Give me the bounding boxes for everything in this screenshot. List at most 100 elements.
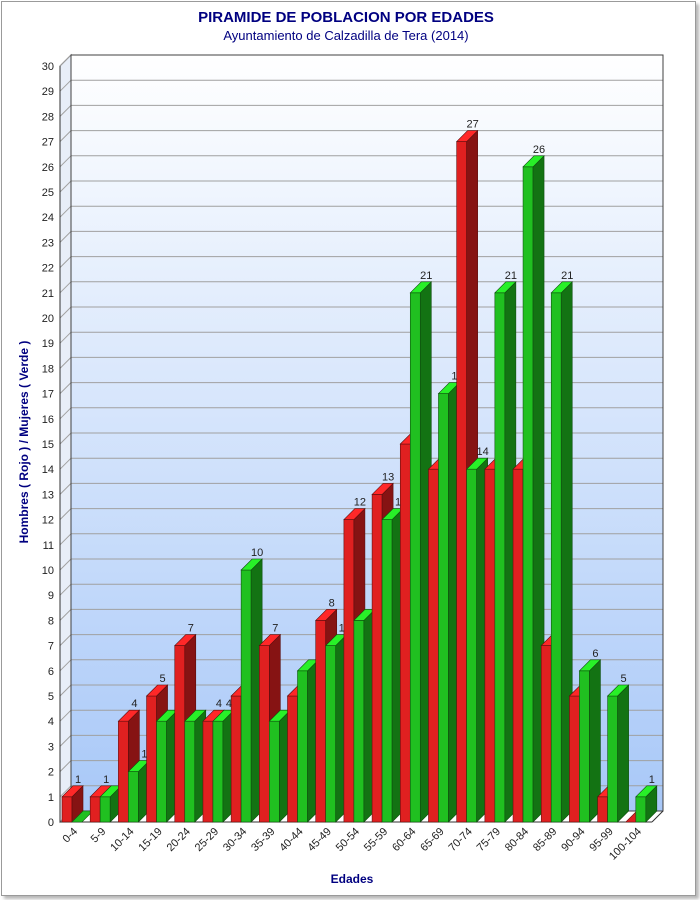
- bar-front: [381, 519, 393, 823]
- bar-front: [202, 720, 214, 823]
- bar-top: [184, 709, 207, 722]
- bar-top: [606, 684, 630, 697]
- bar-front: [484, 468, 496, 823]
- data-label: 1: [395, 497, 401, 509]
- bar-front: [409, 292, 421, 823]
- bar-top: [465, 457, 489, 470]
- bar-top: [494, 281, 517, 294]
- grid-line-depth: [59, 382, 72, 394]
- grid-line-depth: [59, 231, 72, 243]
- x-tick-label: 20-24: [165, 826, 193, 854]
- x-tick-label: 5-9: [89, 826, 109, 846]
- grid-line-depth: [59, 533, 72, 546]
- grid-line-depth: [59, 634, 72, 646]
- bar-front: [494, 292, 506, 823]
- bar-side: [617, 684, 629, 823]
- bar-front: [522, 166, 534, 823]
- bar: [353, 608, 376, 823]
- y-tick-label: 29: [42, 86, 54, 98]
- data-label: 5: [160, 673, 166, 685]
- bar: [268, 709, 292, 823]
- grid-line-depth: [59, 407, 72, 420]
- chart-subtitle: Ayuntamiento de Calzadilla de Tera (2014…: [223, 28, 468, 43]
- grid-line-depth: [59, 281, 72, 294]
- grid-line-depth: [59, 130, 72, 142]
- y-tick-label: 6: [48, 666, 54, 678]
- bar: [381, 507, 404, 823]
- y-tick-label: 18: [42, 363, 54, 375]
- data-label: 1: [339, 623, 345, 635]
- bar-front: [607, 695, 618, 823]
- y-tick-label: 5: [48, 691, 54, 703]
- y-tick-label: 11: [43, 540, 54, 552]
- bar-front: [399, 443, 411, 823]
- bar: [296, 659, 320, 823]
- bar-front: [259, 645, 270, 823]
- bar-front: [371, 494, 383, 823]
- bar-front: [230, 695, 242, 823]
- bar-top: [174, 634, 197, 646]
- bar: [184, 709, 207, 823]
- y-tick-label: 8: [48, 615, 54, 627]
- data-label: 21: [420, 270, 432, 282]
- bar-front: [579, 670, 590, 823]
- data-label: 14: [477, 446, 489, 458]
- bar-top: [240, 558, 263, 571]
- bar-front: [353, 620, 365, 823]
- x-tick-label: 55-59: [362, 826, 390, 854]
- x-tick-label: 60-64: [390, 826, 418, 854]
- x-tick-label: 15-19: [136, 826, 164, 854]
- x-tick-label: 65-69: [418, 826, 446, 854]
- x-tick-label: 90-94: [559, 826, 587, 854]
- bar-front: [128, 771, 139, 823]
- grid-line-depth: [59, 483, 72, 495]
- y-tick-label: 21: [42, 288, 54, 300]
- bar: [212, 709, 235, 823]
- bar-front: [156, 720, 167, 823]
- bar: [465, 457, 489, 823]
- bar-front: [512, 468, 524, 823]
- y-tick-label: 1: [48, 792, 54, 804]
- y-tick-label: 24: [42, 212, 54, 224]
- bar-front: [118, 720, 129, 823]
- data-label: 1: [103, 774, 109, 786]
- bar-top: [258, 634, 282, 646]
- bar: [578, 659, 602, 823]
- data-label: 1: [75, 774, 81, 786]
- bar-top: [343, 508, 366, 520]
- y-tick-label: 17: [42, 389, 54, 401]
- bar-front: [343, 519, 355, 823]
- grid-line-depth: [59, 79, 72, 92]
- bar-top: [578, 659, 602, 672]
- y-tick-label: 16: [42, 414, 54, 426]
- x-tick-label: 40-44: [277, 826, 305, 854]
- bar: [324, 633, 348, 823]
- y-tick-label: 10: [42, 565, 54, 577]
- grid-line-depth: [59, 306, 72, 319]
- bar-top: [61, 785, 84, 798]
- bar: [127, 759, 151, 823]
- grid-line-depth: [59, 457, 72, 470]
- y-tick-label: 27: [42, 137, 54, 149]
- y-tick-label: 15: [42, 439, 54, 451]
- bar-front: [212, 720, 224, 823]
- bar-front: [99, 796, 111, 823]
- data-label: 6: [592, 648, 598, 660]
- data-label: 4: [131, 698, 137, 710]
- chart-title: PIRAMIDE DE POBLACION POR EDADES: [198, 9, 494, 26]
- y-tick-label: 14: [42, 464, 54, 476]
- data-label: 26: [533, 144, 545, 156]
- bars: [61, 129, 658, 823]
- data-label: 27: [467, 119, 479, 131]
- bar: [606, 684, 630, 823]
- bar-top: [522, 155, 545, 168]
- x-tick-label: 30-34: [221, 826, 249, 854]
- bar: [550, 281, 573, 823]
- bar-top: [371, 483, 394, 495]
- bar-top: [314, 609, 338, 621]
- grid-line-depth: [59, 432, 72, 445]
- grid-line-depth: [59, 760, 72, 772]
- x-tick-label: 0-4: [60, 826, 80, 846]
- y-tick-label: 19: [42, 338, 54, 350]
